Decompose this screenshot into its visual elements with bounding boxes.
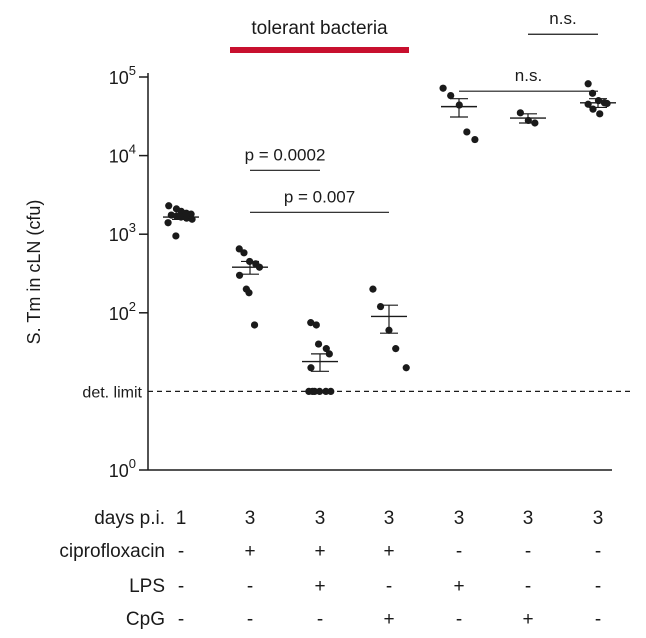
condition-value: - (456, 541, 462, 562)
data-point (312, 321, 320, 329)
data-point (603, 99, 611, 108)
data-point (327, 387, 335, 395)
data-point (235, 271, 244, 279)
data-point (308, 387, 317, 395)
data-point (307, 319, 315, 327)
data-point (325, 350, 333, 358)
data-points (163, 80, 616, 395)
data-point (322, 345, 330, 353)
condition-value: + (314, 541, 325, 562)
data-point (164, 219, 172, 227)
y-axis: 100 102 103 104 105 (109, 63, 149, 481)
condition-value: + (244, 541, 255, 562)
data-point (250, 321, 259, 329)
condition-value: - (178, 541, 184, 562)
detection-limit-label: det. limit (82, 384, 142, 401)
data-point (447, 91, 455, 100)
y-tick-label: 105 (109, 63, 136, 88)
condition-value: - (386, 576, 392, 597)
data-point (314, 340, 323, 348)
condition-value: - (525, 541, 531, 562)
data-point (307, 364, 315, 372)
condition-row-label: days p.i. (94, 508, 165, 529)
condition-value: - (456, 609, 462, 630)
condition-value: - (595, 576, 601, 597)
condition-value: + (522, 609, 533, 630)
condition-value: - (595, 609, 601, 630)
condition-value: + (453, 576, 464, 597)
data-point (471, 135, 479, 144)
data-point (596, 110, 604, 118)
condition-value: 3 (523, 508, 534, 529)
data-point (588, 89, 597, 97)
data-point (172, 232, 180, 240)
condition-value: 3 (315, 508, 326, 529)
data-point (402, 364, 410, 372)
condition-value: - (247, 609, 253, 630)
comparison-label: p = 0.007 (284, 187, 355, 206)
data-point (589, 105, 597, 113)
comparison-label: n.s. (549, 9, 576, 28)
data-point (315, 387, 324, 395)
data-point (165, 202, 173, 210)
data-point (584, 80, 592, 88)
condition-row-label: ciprofloxacin (59, 541, 165, 562)
y-tick-label: 104 (109, 142, 136, 167)
condition-value: 3 (593, 508, 604, 529)
condition-value: - (595, 541, 601, 562)
condition-value: 3 (384, 508, 395, 529)
condition-row-label: CpG (126, 609, 165, 630)
condition-value: - (178, 576, 184, 597)
condition-value: - (178, 609, 184, 630)
annotations: tolerant bacteria p = 0.0002 p = 0.007 n.s.… (230, 9, 598, 213)
y-tick-label: 102 (109, 299, 136, 324)
condition-value: 3 (454, 508, 465, 529)
condition-value: + (383, 609, 394, 630)
y-tick-label: 100 (109, 456, 136, 481)
data-point (376, 302, 385, 311)
condition-value: 3 (245, 508, 256, 529)
condition-value: - (317, 609, 323, 630)
condition-value: 1 (176, 508, 187, 529)
data-point (439, 84, 447, 92)
condition-value: + (314, 576, 325, 597)
condition-row-label: LPS (129, 576, 165, 597)
comparison-label: n.s. (515, 66, 542, 85)
data-point (463, 128, 471, 136)
data-point (245, 289, 253, 297)
data-point (392, 345, 400, 353)
comparison-label: p = 0.0002 (245, 145, 326, 164)
data-point (516, 109, 524, 117)
condition-value: + (383, 541, 394, 562)
data-point (240, 249, 248, 257)
tolerant-label: tolerant bacteria (251, 18, 388, 39)
y-axis-label: S. Tm in cLN (cfu) (24, 200, 44, 345)
condition-value: - (247, 576, 253, 597)
y-tick-label: 103 (109, 220, 136, 245)
condition-value: - (525, 576, 531, 597)
data-point (369, 285, 377, 293)
